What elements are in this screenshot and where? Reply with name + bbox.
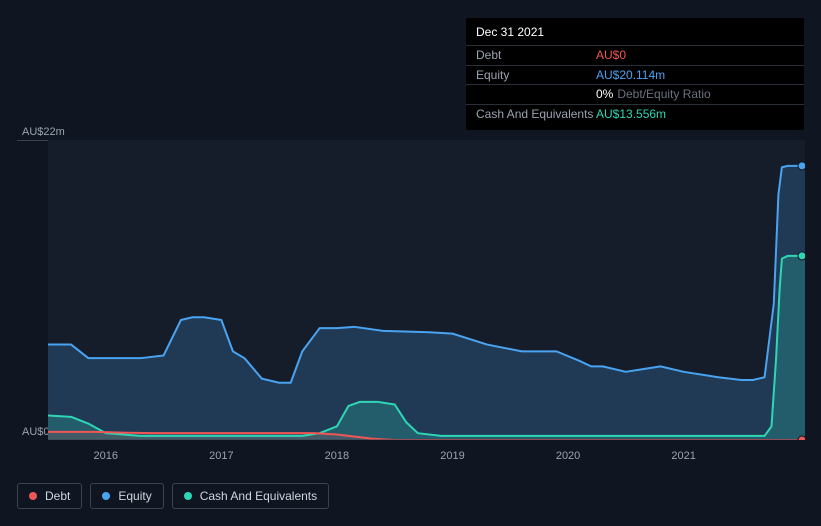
tooltip-row-value: 0% (596, 86, 613, 103)
x-axis-label: 2020 (556, 450, 580, 462)
equity-end-marker (798, 162, 805, 170)
tooltip-row: 0%Debt/Equity Ratio (466, 84, 804, 104)
cash-end-marker (798, 252, 805, 260)
tooltip-row-value: AU$13.556m (596, 106, 666, 123)
tooltip-row-label: Debt (476, 47, 596, 64)
tooltip-row-sublabel: Debt/Equity Ratio (617, 86, 710, 103)
legend-dot-icon (184, 492, 192, 500)
tooltip-row: Cash And EquivalentsAU$13.556m (466, 104, 804, 124)
tooltip-row: DebtAU$0 (466, 45, 804, 65)
x-axis-label: 2018 (325, 450, 349, 462)
tooltip-row-label (476, 86, 596, 103)
legend-dot-icon (102, 492, 110, 500)
y-axis-label: AU$22m (22, 126, 65, 138)
legend-item-equity[interactable]: Equity (90, 483, 163, 509)
tooltip-row-value: AU$20.114m (596, 67, 665, 84)
chart-tooltip: Dec 31 2021 DebtAU$0EquityAU$20.114m0%De… (466, 18, 804, 130)
y-axis-label: AU$0 (22, 426, 50, 438)
legend-label: Debt (45, 489, 70, 503)
tooltip-row-value: AU$0 (596, 47, 626, 64)
legend-dot-icon (29, 492, 37, 500)
x-axis-label: 2016 (94, 450, 118, 462)
legend-label: Cash And Equivalents (200, 489, 317, 503)
legend-item-cash[interactable]: Cash And Equivalents (172, 483, 329, 509)
tooltip-date: Dec 31 2021 (466, 24, 804, 45)
legend-label: Equity (118, 489, 151, 503)
legend-item-debt[interactable]: Debt (17, 483, 82, 509)
x-axis-label: 2017 (209, 450, 233, 462)
chart-svg (48, 140, 805, 440)
tooltip-row: EquityAU$20.114m (466, 65, 804, 85)
chart-plot-area[interactable] (48, 140, 805, 440)
chart-legend: Debt Equity Cash And Equivalents (17, 483, 329, 509)
tooltip-row-label: Cash And Equivalents (476, 106, 596, 123)
x-axis-label: 2021 (671, 450, 695, 462)
tooltip-row-label: Equity (476, 67, 596, 84)
x-axis-label: 2019 (440, 450, 464, 462)
